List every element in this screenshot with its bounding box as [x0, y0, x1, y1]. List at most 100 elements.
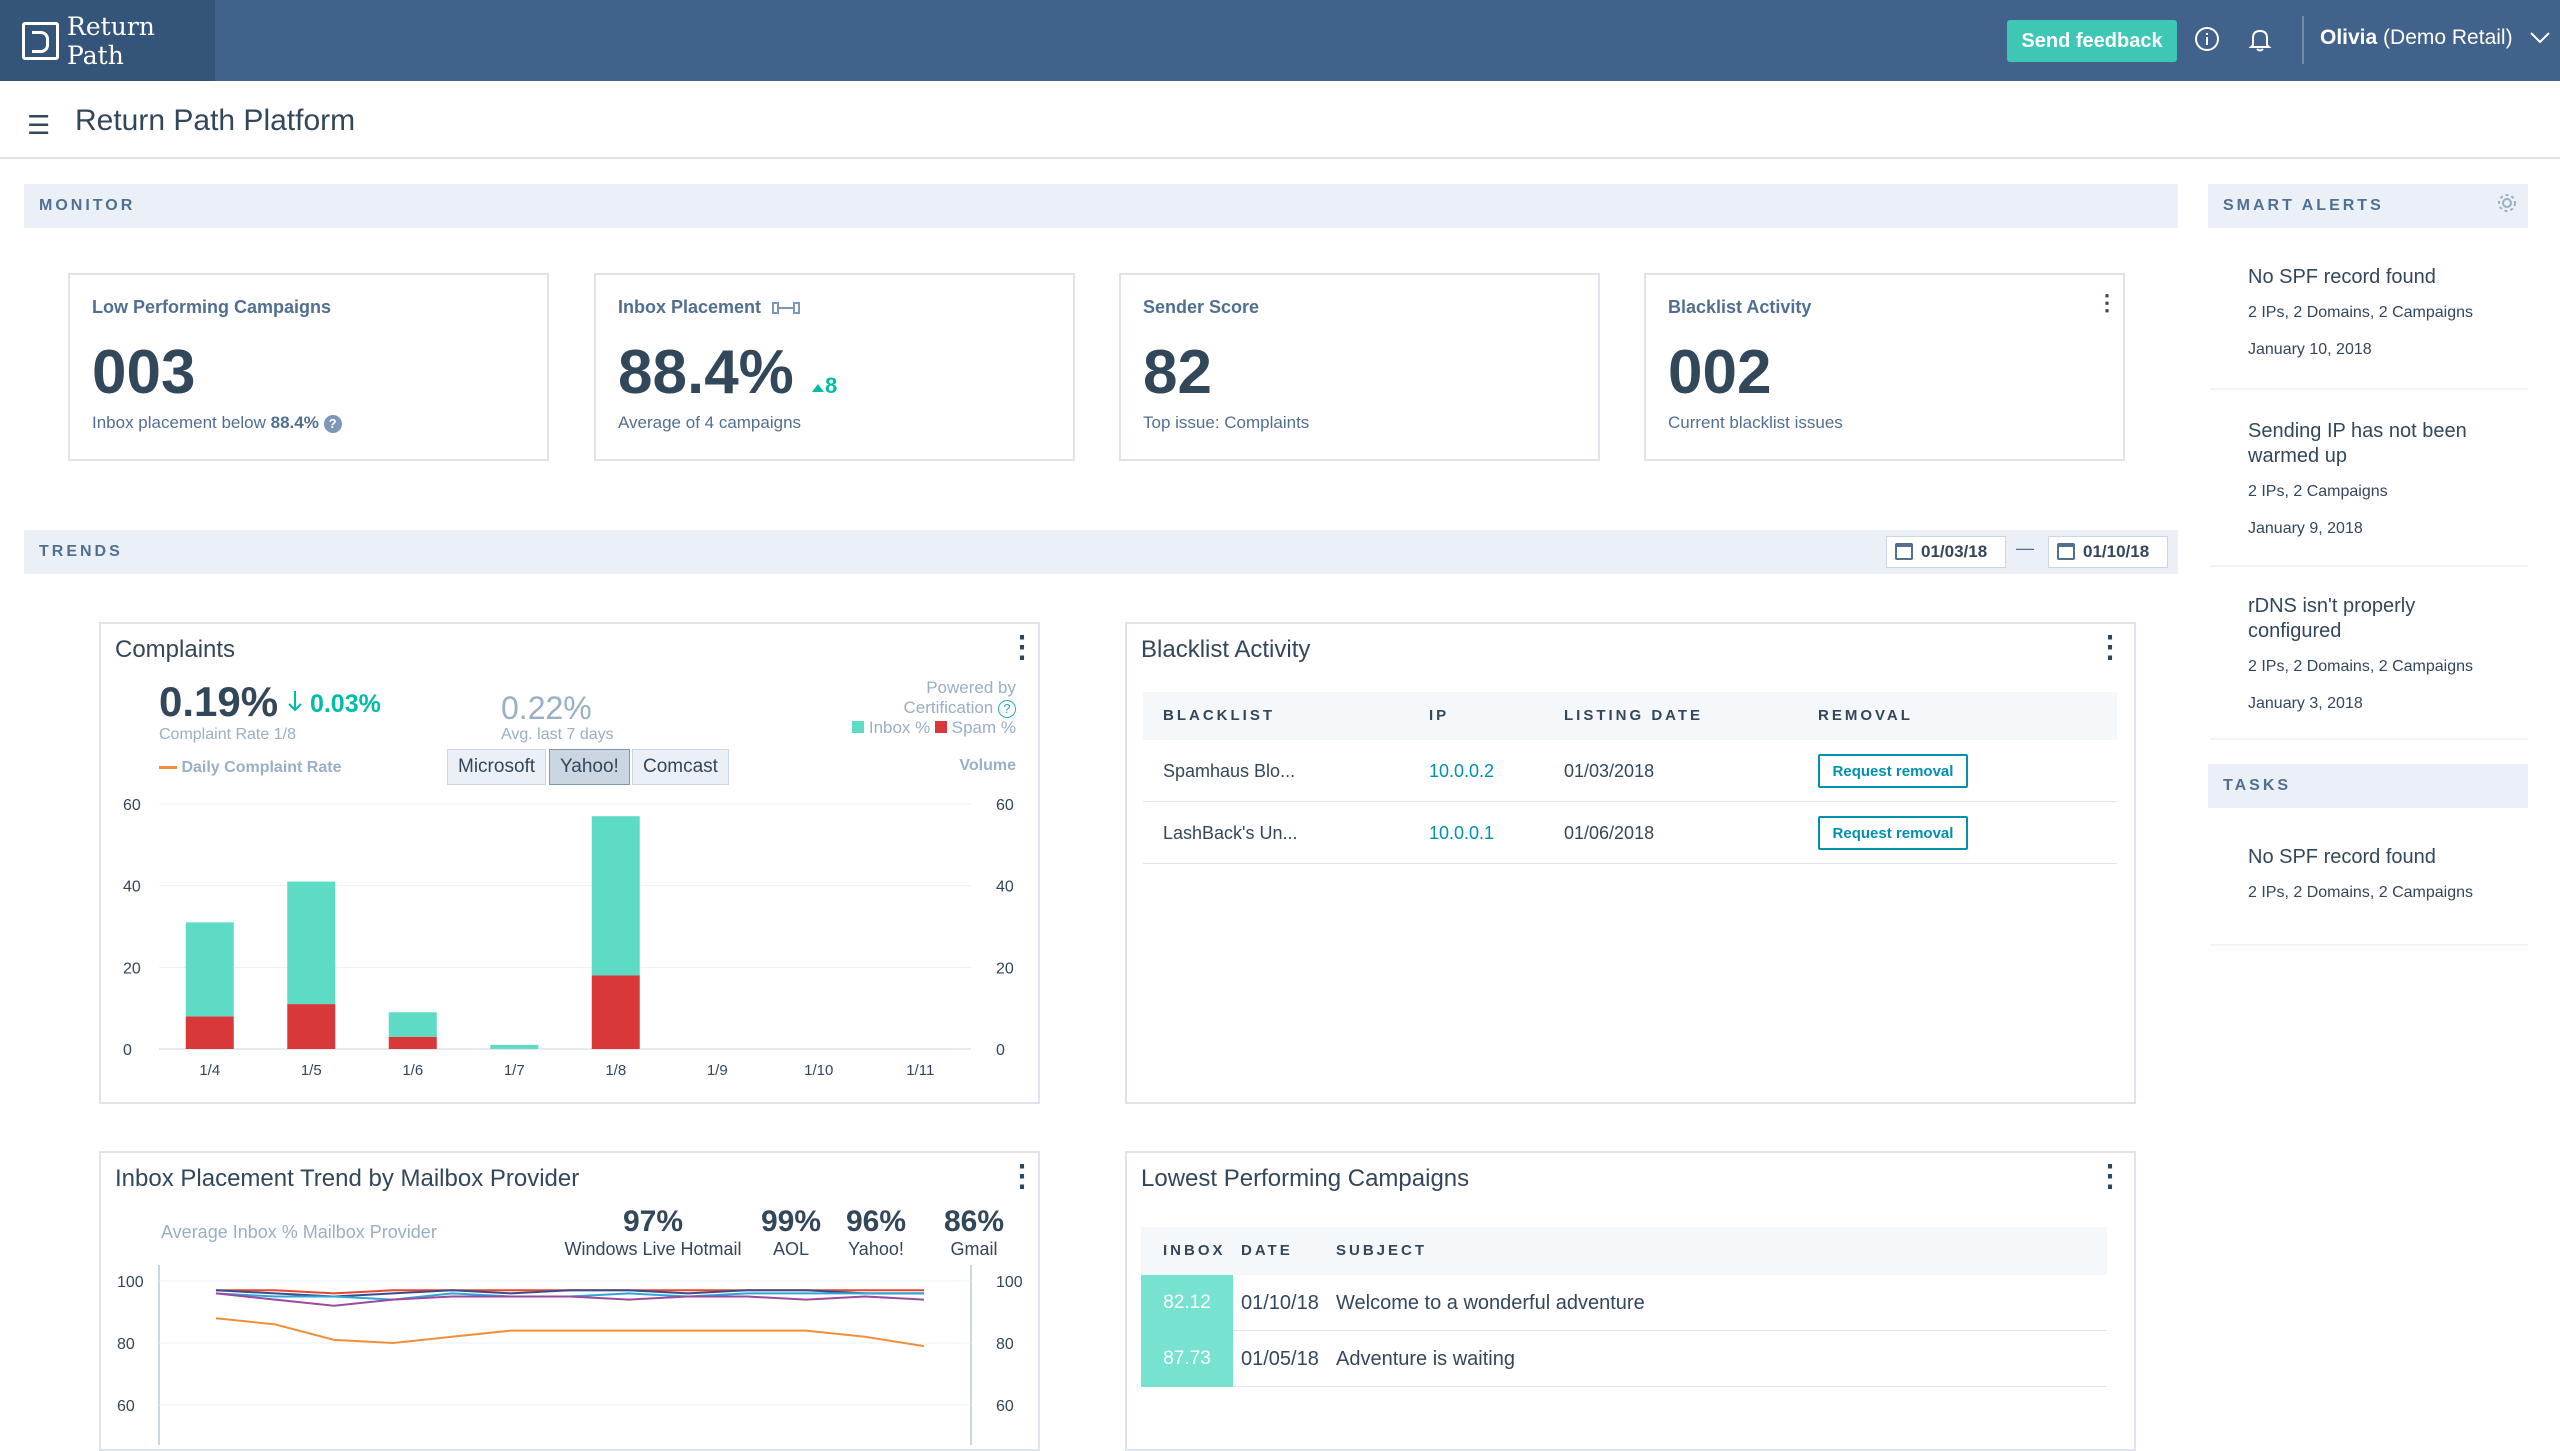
campaign-table-header: INBOX DATE SUBJECT: [1141, 1227, 2107, 1275]
ip-link[interactable]: 10.0.0.1: [1429, 823, 1495, 843]
y2-tick-label: 20: [996, 960, 1014, 977]
kpi-card-sender-score[interactable]: Sender Score 82 Top issue: Complaints: [1119, 273, 1600, 461]
divider: [2210, 738, 2528, 740]
info-icon[interactable]: [2192, 24, 2222, 54]
campaign-date: 01/10/18: [1241, 1292, 1319, 1314]
campaign-subject: Welcome to a wonderful adventure: [1336, 1292, 1645, 1314]
inbox-score-cell: 82.12: [1141, 1275, 1233, 1331]
kpi-value-text: 88.4%: [618, 338, 794, 407]
kpi-subtext-value: 88.4%: [270, 413, 319, 432]
alert-meta: 2 IPs, 2 Domains, 2 Campaigns: [2248, 304, 2473, 321]
kpi-card-low-performing[interactable]: Low Performing Campaigns 003 Inbox place…: [68, 273, 549, 461]
tab-microsoft[interactable]: Microsoft: [447, 749, 547, 785]
gear-icon[interactable]: [2496, 192, 2518, 219]
tab-yahoo[interactable]: Yahoo!: [549, 749, 630, 785]
legend-daily-label: Daily Complaint Rate: [181, 759, 342, 776]
task-meta: 2 IPs, 2 Domains, 2 Campaigns: [2248, 884, 2473, 901]
series-line: [215, 1317, 925, 1348]
provider-stat: 96% Yahoo!: [836, 1205, 916, 1260]
request-removal-button[interactable]: Request removal: [1818, 754, 1968, 788]
y2-tick-label: 40: [996, 879, 1014, 896]
y2-tick-label: 100: [996, 1274, 1023, 1291]
panel-title: Complaints: [115, 636, 236, 663]
alert-meta: 2 IPs, 2 Campaigns: [2248, 483, 2388, 500]
user-menu[interactable]: Olivia (Demo Retail): [2320, 26, 2551, 50]
table-row: LashBack's Un... 10.0.0.1 01/06/2018 Req…: [1143, 802, 2117, 864]
help-icon[interactable]: ?: [998, 700, 1016, 718]
y-tick-label: 80: [117, 1336, 135, 1353]
x-tick-label: 1/10: [804, 1062, 833, 1079]
kpi-card-blacklist-activity[interactable]: Blacklist Activity ⋮ 002 Current blackli…: [1644, 273, 2125, 461]
header-ip: IP: [1429, 707, 1450, 724]
kebab-menu-icon[interactable]: ⋮: [2096, 290, 2118, 315]
y2-tick-label: 80: [996, 1336, 1014, 1353]
smart-alert-item[interactable]: No SPF record found 2 IPs, 2 Domains, 2 …: [2248, 265, 2488, 359]
logo[interactable]: Return Path: [0, 0, 215, 81]
task-item[interactable]: No SPF record found 2 IPs, 2 Domains, 2 …: [2248, 845, 2508, 902]
listing-date: 01/06/2018: [1564, 823, 1655, 843]
kebab-menu-icon[interactable]: ⋮: [2095, 631, 2125, 664]
inbox-score-cell: 87.73: [1141, 1331, 1233, 1387]
legend-inbox-spam: Inbox % Spam %: [852, 718, 1016, 738]
alert-title: rDNS isn't properly configured: [2248, 595, 2416, 642]
campaign-date: 01/05/18: [1241, 1348, 1319, 1370]
sub-header: [0, 81, 2560, 159]
provider-stat: 86% Gmail: [934, 1205, 1014, 1260]
inbox-placement-trend-panel: Inbox Placement Trend by Mailbox Provide…: [99, 1151, 1040, 1451]
bar-segment: [388, 1012, 437, 1037]
divider: [2210, 944, 2528, 946]
ip-link[interactable]: 10.0.0.2: [1429, 761, 1495, 781]
blacklist-name: LashBack's Un...: [1163, 823, 1298, 843]
kebab-menu-icon[interactable]: ⋮: [2095, 1160, 2125, 1193]
powered-by-certification: Powered by Certification ? Inbox % Spam …: [852, 678, 1016, 738]
table-row[interactable]: 82.12 01/10/18 Welcome to a wonderful ad…: [1141, 1275, 2107, 1331]
legend-swatch-inbox: [852, 721, 865, 733]
request-removal-button[interactable]: Request removal: [1818, 816, 1968, 850]
header-removal: REMOVAL: [1818, 707, 1913, 724]
kpi-subtext: Top issue: Complaints: [1143, 413, 1310, 432]
hamburger-menu-icon[interactable]: ☰: [27, 110, 51, 140]
kebab-menu-icon[interactable]: ⋮: [1007, 1160, 1037, 1193]
legend-spam-label: Spam %: [951, 718, 1016, 737]
kebab-menu-icon[interactable]: ⋮: [1007, 631, 1037, 664]
complaint-rate-value: 0.19%: [159, 678, 279, 725]
calendar-icon: [2057, 543, 2075, 560]
smart-alert-item[interactable]: rDNS isn't properly configured 2 IPs, 2 …: [2248, 594, 2488, 713]
bell-icon[interactable]: [2245, 24, 2275, 54]
kpi-label: Low Performing Campaigns: [92, 297, 332, 317]
help-icon[interactable]: ?: [323, 415, 342, 433]
legend-swatch: [159, 766, 177, 770]
kpi-card-inbox-placement[interactable]: Inbox Placement 88.4% 8 Average of 4 cam…: [594, 273, 1075, 461]
table-row: Spamhaus Blo... 10.0.0.2 01/03/2018 Requ…: [1143, 740, 2117, 802]
kpi-subtext: Current blacklist issues: [1668, 413, 1843, 432]
complaint-rate-label: Complaint Rate 1/8: [159, 726, 296, 743]
table-row[interactable]: 87.73 01/05/18 Adventure is waiting: [1141, 1331, 2107, 1387]
chevron-down-icon: [2530, 32, 2551, 44]
top-navigation-bar: Return Path Send feedback Olivia (Demo R…: [0, 0, 2560, 81]
tab-comcast[interactable]: Comcast: [632, 749, 729, 785]
header-date: DATE: [1241, 1242, 1293, 1259]
header-inbox: INBOX: [1163, 1242, 1226, 1259]
smart-alert-item[interactable]: Sending IP has not been warmed up 2 IPs,…: [2248, 419, 2488, 538]
kpi-value: 002: [1668, 338, 1772, 407]
y2-tick-label: 0: [996, 1042, 1005, 1059]
legend-daily-complaint: Daily Complaint Rate: [159, 759, 341, 777]
volume-label: Volume: [959, 757, 1016, 774]
powered-by-label: Powered by: [926, 678, 1016, 697]
monitor-section-header: MONITOR: [24, 184, 2178, 228]
date-from-picker[interactable]: 01/03/18: [1886, 536, 2006, 568]
bar-segment: [591, 816, 640, 976]
alert-title: No SPF record found: [2248, 266, 2436, 288]
send-feedback-button[interactable]: Send feedback: [2007, 20, 2177, 62]
y2-tick-label: 60: [996, 1398, 1014, 1415]
provider-value: 86%: [943, 1205, 1005, 1238]
header-divider: [2302, 16, 2304, 64]
blacklist-name: Spamhaus Blo...: [1163, 761, 1296, 781]
bar-segment: [388, 1036, 437, 1049]
y-tick-label: 0: [123, 1042, 132, 1059]
date-to-value: 01/10/18: [2083, 542, 2150, 561]
date-to-picker[interactable]: 01/10/18: [2048, 536, 2168, 568]
date-from-value: 01/03/18: [1921, 542, 1988, 561]
bar-segment: [287, 1004, 336, 1049]
legend-swatch-spam: [935, 721, 948, 733]
